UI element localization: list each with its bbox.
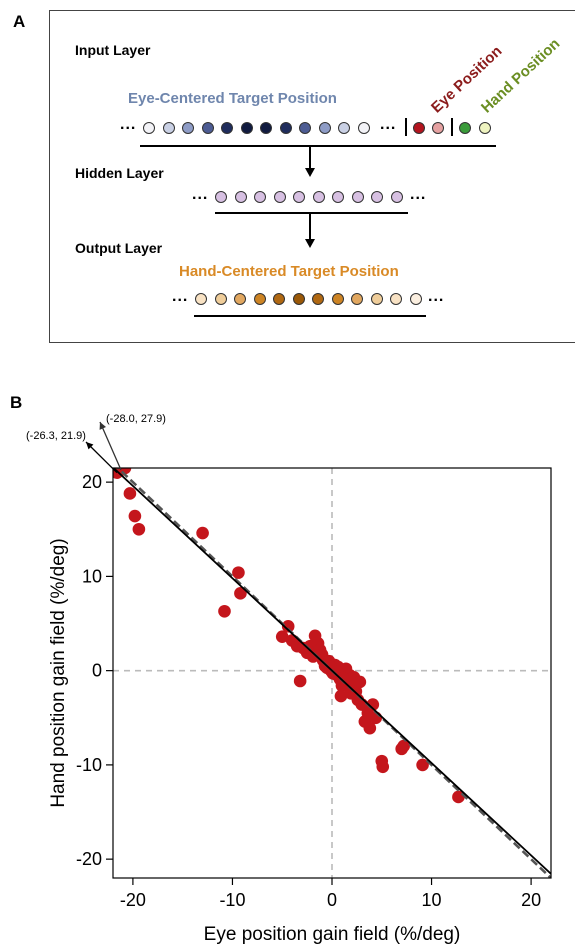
hidden-node: [351, 191, 364, 203]
annotation-arrow-1-head: [99, 422, 107, 430]
hidden-node: [293, 191, 305, 203]
annotation-out-of-range-2: (-26.3, 21.9): [26, 430, 86, 442]
output-hand-centered-node: [370, 293, 383, 305]
annotation-arrow-2-shaft: [85, 441, 118, 474]
data-point: [196, 526, 209, 540]
regression-line: [113, 468, 551, 875]
arrow-hidden-to-output-shaft: [309, 213, 311, 239]
hand-centered-title: Hand-Centered Target Position: [179, 263, 399, 280]
output-ellipsis-right: ...: [428, 288, 445, 305]
input-hand-position-node: [459, 122, 471, 134]
annotation-arrow-2-head: [86, 442, 94, 450]
data-point: [336, 671, 350, 685]
input-layer-line: [140, 145, 496, 147]
panel-a-frame: [49, 10, 575, 343]
data-point: [334, 689, 348, 703]
hidden-node: [215, 191, 227, 203]
arrow-input-to-hidden-head: [305, 168, 315, 177]
arrow-input-to-hidden-shaft: [309, 146, 311, 168]
data-point: [363, 721, 377, 735]
y-tick-label: 20: [82, 472, 102, 492]
hidden-node: [390, 191, 403, 203]
hidden-node: [273, 191, 286, 203]
x-tick-label: -20: [120, 890, 146, 910]
hidden-node: [332, 191, 344, 203]
scatter-chart: -20 -10 0 10 20 20 10 0 -10 -20 (-28.0, 27.9) (-2…: [26, 413, 552, 945]
output-hand-centered-node: [331, 293, 344, 305]
arrow-hidden-to-output-head: [305, 239, 315, 248]
input-ellipsis-left: ...: [120, 116, 137, 133]
data-point: [218, 604, 231, 618]
output-hand-centered-node: [351, 293, 363, 305]
y-tick-label: -10: [76, 755, 102, 775]
input-eye-centered-node: [162, 122, 175, 134]
output-layer-line: [194, 315, 426, 317]
hidden-layer-title: Hidden Layer: [75, 165, 164, 181]
y-axis-label: Hand position gain field (%/deg): [48, 538, 69, 807]
x-tick-label: 0: [327, 890, 337, 910]
data-point: [232, 566, 245, 579]
data-point: [416, 758, 429, 772]
output-hand-centered-node: [390, 293, 402, 305]
input-eye-position-node: [413, 122, 425, 134]
data-point: [234, 587, 247, 600]
x-tick-label: 20: [521, 890, 541, 910]
input-eye-centered-node: [318, 122, 331, 134]
data-point: [397, 739, 410, 753]
annotation-arrow-1-shaft: [99, 421, 122, 471]
input-eye-centered-node: [143, 122, 155, 134]
output-hand-centered-node: [234, 293, 246, 305]
y-tick-label: 0: [92, 661, 102, 681]
output-layer-title: Output Layer: [75, 240, 163, 256]
input-eye-centered-node: [240, 122, 253, 134]
input-layer-title: Input Layer: [75, 42, 151, 58]
input-separator-2: [451, 118, 453, 136]
hidden-node: [312, 191, 325, 203]
output-hand-centered-node: [292, 293, 305, 305]
data-point: [132, 522, 146, 536]
y-tick-label: -20: [76, 849, 102, 869]
x-tick-label: 10: [422, 890, 442, 910]
eye-centered-title: Eye-Centered Target Position: [128, 90, 337, 107]
annotation-out-of-range-1: (-28.0, 27.9): [106, 413, 166, 425]
data-point: [293, 674, 307, 688]
output-ellipsis-left: ...: [172, 288, 189, 305]
x-axis-label: Eye position gain field (%/deg): [204, 924, 461, 945]
hidden-node: [234, 191, 247, 203]
hidden-node: [254, 191, 266, 203]
output-hand-centered-node: [214, 293, 227, 305]
output-hand-centered-node: [273, 293, 285, 305]
hidden-ellipsis-right: ...: [410, 186, 427, 203]
data-point: [128, 509, 142, 523]
data-point: [123, 487, 137, 500]
panel-a-label: A: [13, 12, 26, 31]
panel-b-label: B: [10, 393, 23, 412]
input-eye-centered-node: [182, 122, 194, 134]
input-eye-centered-node: [299, 122, 311, 134]
x-tick-label: -10: [219, 890, 245, 910]
input-eye-centered-node: [260, 122, 272, 134]
input-ellipsis-right: ...: [380, 116, 397, 133]
data-point: [353, 675, 367, 689]
output-hand-centered-node: [195, 293, 207, 305]
hidden-ellipsis-left: ...: [192, 186, 209, 203]
hidden-layer-line: [215, 212, 408, 214]
input-eye-centered-node: [357, 122, 370, 134]
output-hand-centered-node: [312, 293, 324, 305]
output-hand-centered-node: [409, 293, 422, 305]
input-eye-position-node: [432, 122, 444, 134]
input-eye-centered-node: [221, 122, 233, 134]
data-point: [376, 760, 390, 774]
input-eye-centered-node: [201, 122, 214, 134]
input-hand-position-node: [479, 122, 491, 134]
output-hand-centered-node: [253, 293, 266, 305]
input-eye-centered-node: [279, 122, 292, 134]
input-eye-centered-node: [338, 122, 350, 134]
hidden-node: [371, 191, 383, 203]
data-point: [281, 620, 295, 633]
y-tick-label: 10: [82, 566, 102, 586]
data-point: [275, 630, 289, 644]
input-separator-1: [405, 118, 407, 136]
